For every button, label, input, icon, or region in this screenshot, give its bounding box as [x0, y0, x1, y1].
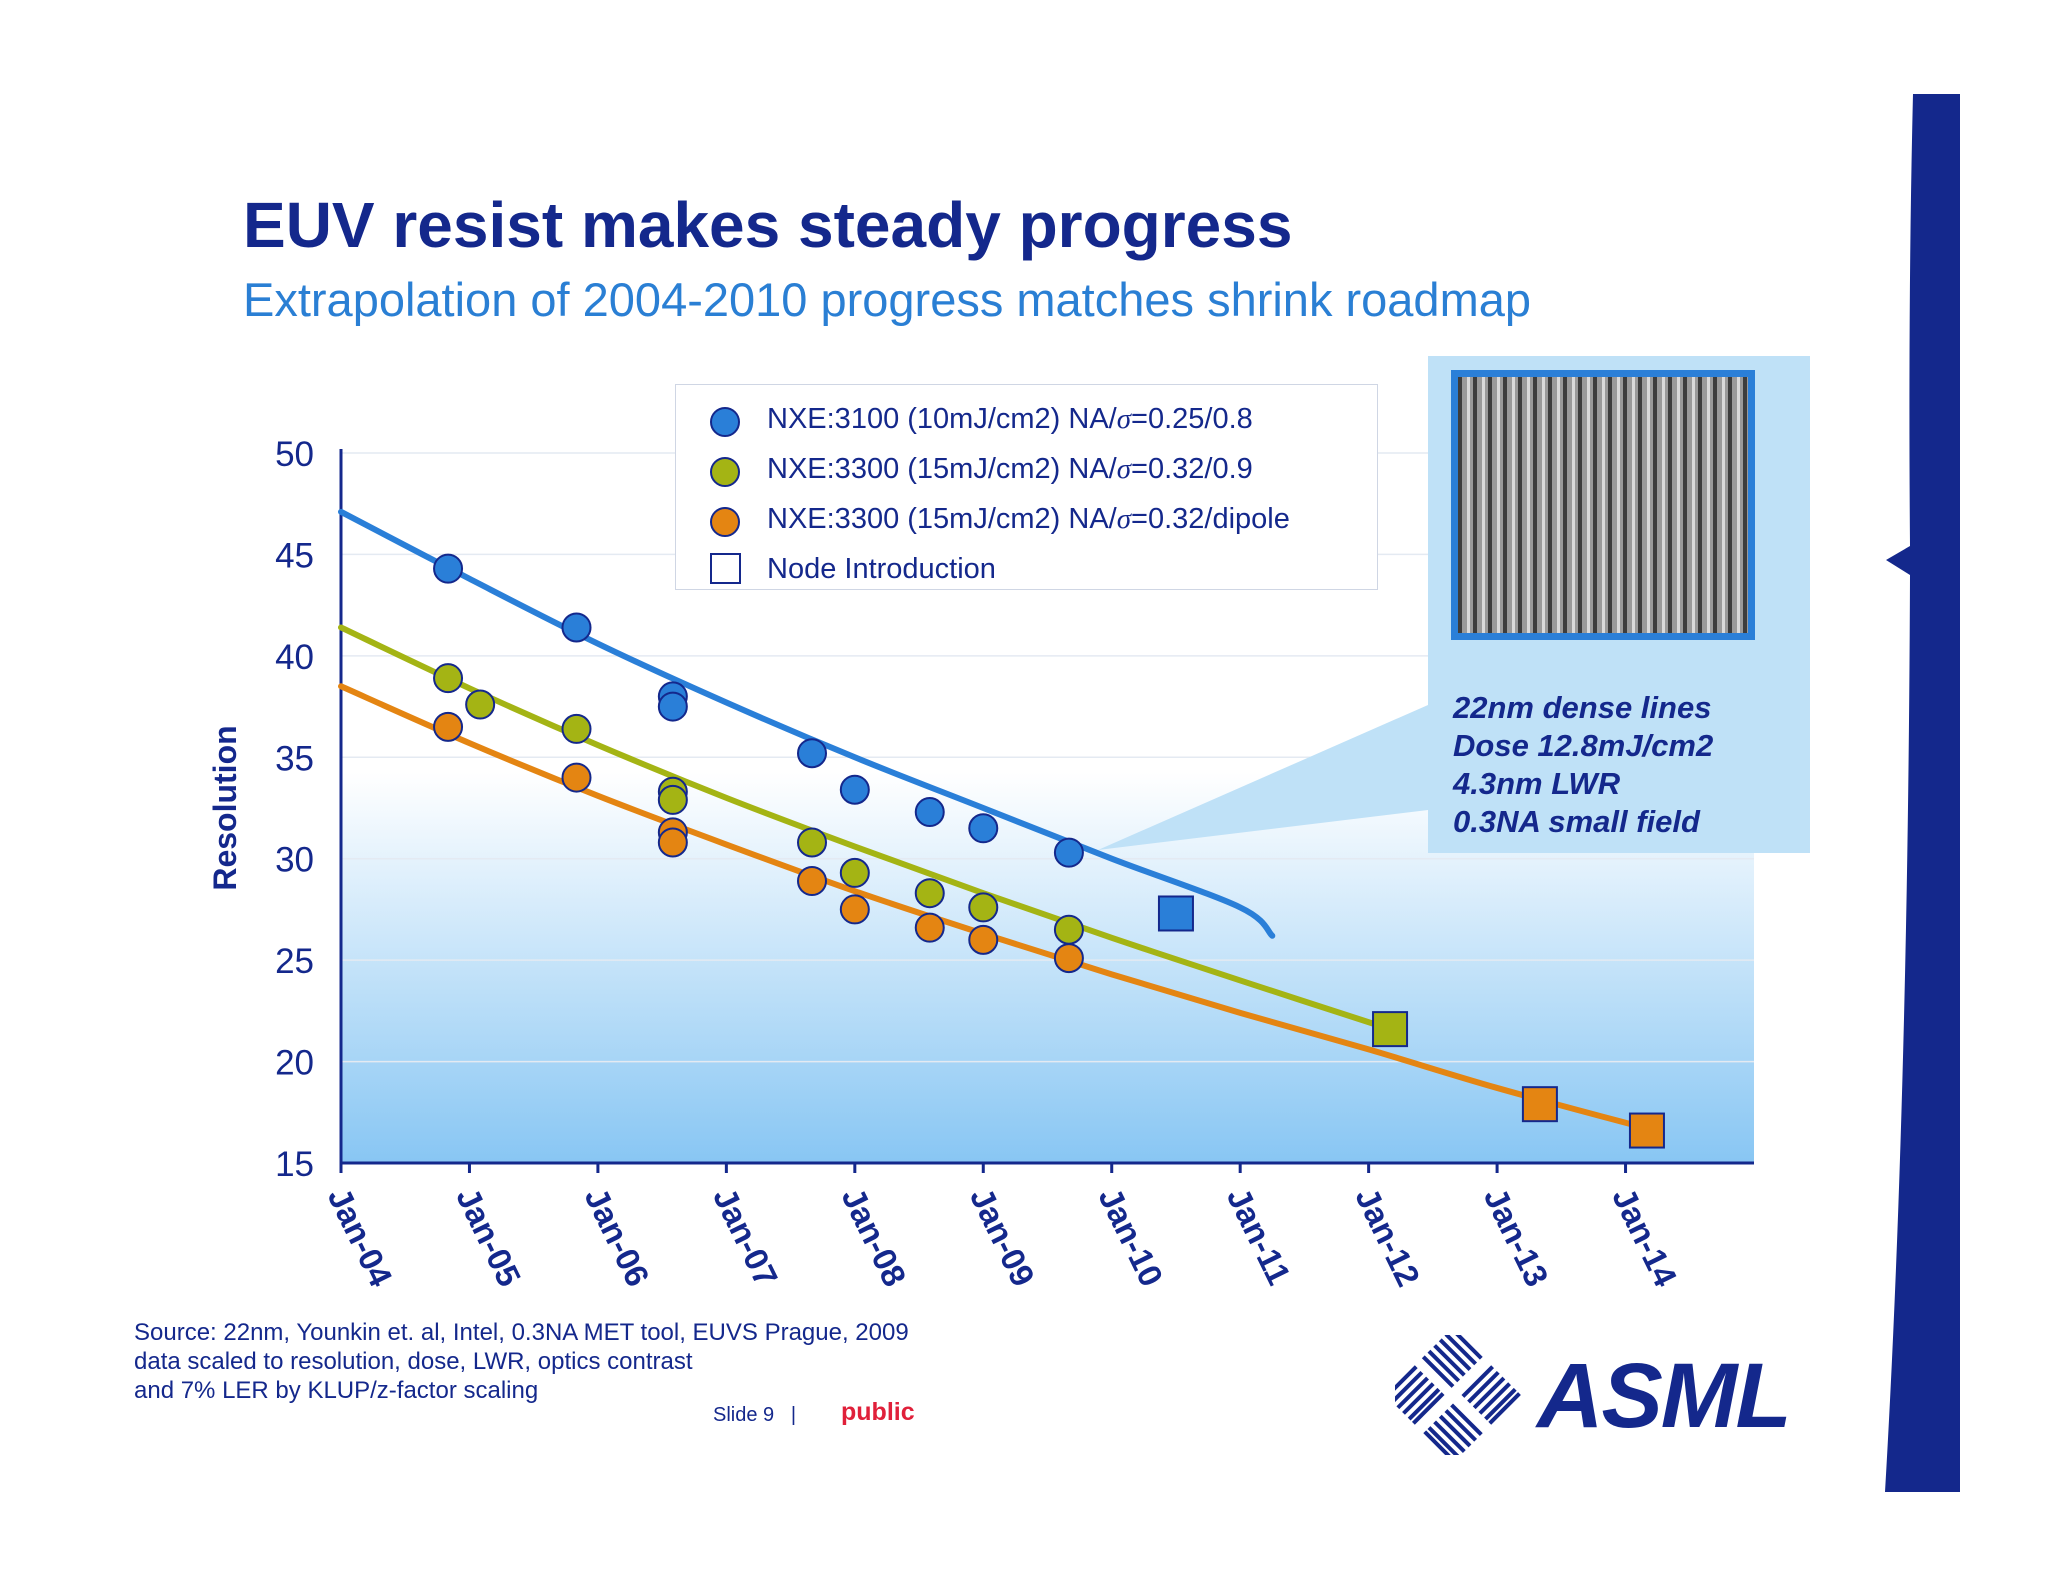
x-tick-label: Jan-06: [578, 1182, 657, 1292]
sem-image: [1451, 370, 1755, 640]
x-tick-label: Jan-10: [1091, 1182, 1170, 1292]
data-point-2: [561, 762, 592, 793]
data-point-0: [1053, 837, 1084, 868]
data-point-0: [914, 797, 945, 828]
data-point-2: [968, 924, 999, 955]
source-line-2: data scaled to resolution, dose, LWR, op…: [134, 1348, 693, 1375]
x-tick-label: Jan-12: [1348, 1182, 1427, 1292]
y-tick-label: 45: [275, 536, 314, 575]
data-point-2: [839, 894, 870, 925]
data-point-1: [657, 784, 688, 815]
y-tick-label: 50: [275, 435, 314, 474]
legend-marker-green: [710, 457, 740, 487]
legend-marker-node: [710, 553, 741, 584]
x-tick-label: Jan-09: [963, 1182, 1042, 1292]
x-tick-label: Jan-05: [449, 1182, 528, 1292]
y-tick-label: 15: [275, 1145, 314, 1184]
y-tick-label: 30: [275, 841, 314, 880]
callout-text: 22nm dense lines Dose 12.8mJ/cm2 4.3nm L…: [1453, 689, 1713, 841]
data-point-0: [797, 738, 827, 769]
slide-title: EUV resist makes steady progress: [243, 189, 1293, 261]
source-line-3: and 7% LER by KLUP/z-factor scaling: [134, 1377, 539, 1404]
y-axis-label: Resolution: [207, 725, 243, 890]
legend: NXE:3100 (10mJ/cm2) NA/σ=0.25/0.8 NXE:33…: [675, 384, 1378, 590]
trend-line-1: [338, 624, 1394, 1033]
legend-label-node: Node Introduction: [767, 553, 996, 585]
x-tick-label: Jan-08: [835, 1182, 914, 1292]
x-tick-label: Jan-04: [321, 1182, 400, 1293]
data-point-0: [839, 774, 870, 805]
data-point-2: [433, 711, 464, 742]
node-marker-2: [1628, 1112, 1665, 1149]
y-tick-label: 25: [275, 942, 314, 981]
data-point-2: [914, 912, 945, 943]
data-point-1: [561, 713, 592, 744]
data-point-2: [797, 866, 827, 897]
data-point-2: [657, 827, 688, 858]
axes: [339, 449, 1754, 1173]
legend-marker-orange: [710, 507, 740, 537]
legend-marker-blue: [710, 407, 740, 437]
node-marker-0: [1157, 895, 1194, 932]
asml-logo: ASML: [1395, 1335, 1792, 1455]
data-point-1: [839, 857, 870, 888]
x-tick-label: Jan-11: [1220, 1182, 1298, 1291]
data-point-0: [561, 612, 592, 643]
legend-label-blue: NXE:3100 (10mJ/cm2) NA/σ=0.25/0.8: [767, 403, 1253, 435]
data-point-1: [914, 878, 945, 909]
y-tick-label: 20: [275, 1044, 314, 1083]
asml-logo-mark: [1395, 1335, 1521, 1455]
slide-number: Slide 9 |: [713, 1404, 797, 1426]
y-tick-label: 40: [275, 638, 314, 677]
node-marker-1: [1372, 1011, 1409, 1048]
y-tick-label: 35: [275, 739, 314, 778]
callout-line-2: Dose 12.8mJ/cm2: [1453, 728, 1714, 763]
trend-line-0: [338, 508, 1276, 939]
data-point-1: [968, 892, 999, 923]
data-point-1: [433, 663, 464, 694]
sem-image-lines: [1458, 377, 1748, 633]
callout-wedge: [1098, 705, 1428, 850]
data-point-1: [1053, 914, 1084, 945]
data-point-0: [433, 553, 464, 584]
callout-box: 22nm dense lines Dose 12.8mJ/cm2 4.3nm L…: [1428, 356, 1810, 853]
asml-logo-text: ASML: [1535, 1345, 1790, 1447]
x-tick-label: Jan-07: [706, 1182, 785, 1292]
slide-subtitle: Extrapolation of 2004-2010 progress matc…: [243, 273, 1532, 326]
classification-label: public: [841, 1398, 915, 1426]
data-point-1: [797, 827, 827, 858]
callout-line-3: 4.3nm LWR: [1453, 766, 1621, 801]
legend-label-green: NXE:3300 (15mJ/cm2) NA/σ=0.32/0.9: [767, 453, 1253, 485]
node-markers: [1157, 895, 1665, 1149]
legend-label-orange: NXE:3300 (15mJ/cm2) NA/σ=0.32/dipole: [767, 503, 1290, 535]
x-tick-label: Jan-13: [1477, 1182, 1556, 1292]
source-note: Source: 22nm, Younkin et. al, Intel, 0.3…: [134, 1318, 909, 1405]
callout-line-4: 0.3NA small field: [1453, 804, 1700, 839]
source-line-1: Source: 22nm, Younkin et. al, Intel, 0.3…: [134, 1319, 909, 1346]
node-marker-2: [1521, 1086, 1558, 1123]
data-point-1: [465, 689, 496, 720]
x-tick-label: Jan-14: [1605, 1182, 1684, 1293]
data-point-2: [1053, 943, 1084, 974]
data-point-0: [657, 691, 688, 722]
data-points: [433, 553, 1084, 974]
callout-line-1: 22nm dense lines: [1453, 690, 1712, 725]
data-point-0: [968, 813, 999, 844]
